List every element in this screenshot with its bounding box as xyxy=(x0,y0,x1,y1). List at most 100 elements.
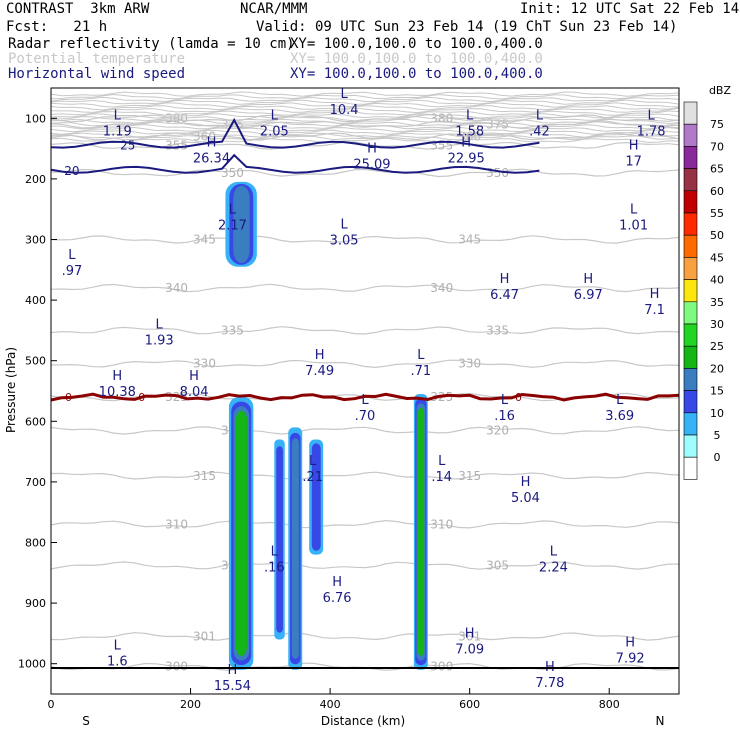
y-axis-label: Pressure (hPa) xyxy=(4,347,18,433)
colorbar-swatch xyxy=(683,234,698,258)
theta-contour-label: 330 xyxy=(458,357,481,371)
extremum-value: 15.54 xyxy=(214,679,251,694)
theta-contour-line xyxy=(50,132,680,141)
extremum-value: .42 xyxy=(529,124,550,139)
colorbar-label: 55 xyxy=(710,207,724,220)
theta-contour-line xyxy=(51,124,680,130)
extremum-value: 1.6 xyxy=(107,655,128,670)
theta-contour-label: 340 xyxy=(165,281,188,295)
colorbar-swatch xyxy=(683,190,698,214)
extremum-value: 1.58 xyxy=(455,124,484,139)
extremum-value: 6.97 xyxy=(574,288,603,303)
reflectivity-cell xyxy=(311,443,321,551)
extremum-value: .70 xyxy=(355,409,376,424)
reflectivity-cell xyxy=(233,185,250,263)
colorbar-label: 10 xyxy=(710,407,724,420)
theta-contour-label: 345 xyxy=(193,233,216,247)
colorbar-label: 40 xyxy=(710,274,724,287)
extremum-value: .71 xyxy=(410,364,431,379)
theta-contour-label: 355 xyxy=(165,139,188,153)
theta-contour-label: 330 xyxy=(193,357,216,371)
extremum-value: 7.09 xyxy=(455,643,484,658)
x-tick-label: 400 xyxy=(320,698,341,711)
extremum-type: L xyxy=(309,454,317,469)
extremum-value: 1.01 xyxy=(619,218,648,233)
theta-contour-label: 350 xyxy=(221,166,244,180)
valid-time: Valid: 09 UTC Sun 23 Feb 14 (19 ChT Sun … xyxy=(256,19,678,35)
theta-contour-line xyxy=(50,99,680,105)
colorbar-swatch xyxy=(683,301,698,325)
theta-contour-label: 301 xyxy=(193,629,216,643)
colorbar-label: 45 xyxy=(710,251,724,264)
colorbar-label: 0 xyxy=(714,451,721,464)
forecast-hour: Fcst: 21 h xyxy=(6,19,108,35)
extremum-type: H xyxy=(650,287,660,302)
extremum-value: 7.1 xyxy=(644,303,665,318)
extremum-type: L xyxy=(630,202,638,217)
extremum-value: 3.05 xyxy=(330,233,359,248)
theta-contour-line xyxy=(50,118,680,125)
theta-contour-line xyxy=(50,105,680,111)
theta-contour-label: 305 xyxy=(486,559,509,573)
reflectivity-cell xyxy=(417,407,425,656)
theta-contour-label: 355 xyxy=(430,139,453,153)
wind-contour-label: 25 xyxy=(120,139,135,153)
x-tick-label: 600 xyxy=(459,698,480,711)
colorbar-swatch xyxy=(683,212,698,236)
theta-contour-line xyxy=(50,134,680,141)
reflectivity-columns xyxy=(225,181,428,670)
colorbar-swatch xyxy=(683,257,698,280)
extremum-value: 3.69 xyxy=(605,409,634,424)
theta-contour-line xyxy=(50,471,680,481)
colorbar-label: 15 xyxy=(710,385,724,398)
x-axis-label: Distance (km) xyxy=(321,714,405,728)
extremum-type: L xyxy=(68,248,76,263)
extremum-type: H xyxy=(367,142,377,157)
center-title: NCAR/MMM xyxy=(240,1,308,17)
extremum-type: L xyxy=(361,393,369,408)
extremum-value: 2.24 xyxy=(539,561,568,576)
wind-contour-line xyxy=(50,153,540,174)
colorbar-swatch xyxy=(683,390,698,414)
colorbar-label: 20 xyxy=(710,362,724,375)
extremum-value: .14 xyxy=(431,470,452,485)
y-tick-label: 300 xyxy=(25,234,46,247)
extremum-type: L xyxy=(156,317,164,332)
y-tick-label: 1000 xyxy=(18,658,46,671)
extremum-value: 7.92 xyxy=(616,652,645,667)
extremum-value: 5.04 xyxy=(511,491,540,506)
theta-contour-label: 340 xyxy=(430,281,453,295)
extremum-type: H xyxy=(461,136,471,151)
extremum-type: L xyxy=(229,202,237,217)
colorbar-label: 35 xyxy=(710,296,724,309)
extremum-type: L xyxy=(501,393,509,408)
theta-contour-label: 335 xyxy=(486,323,509,337)
freezing-level-label: 0 xyxy=(65,391,72,404)
theta-contour-line xyxy=(50,141,680,150)
extremum-type: H xyxy=(207,136,217,151)
extremum-type: L xyxy=(114,108,122,123)
reflectivity-cell xyxy=(276,446,283,633)
extremum-type: H xyxy=(332,575,342,590)
colorbar-label: 25 xyxy=(710,340,724,353)
y-tick-label: 200 xyxy=(25,173,46,186)
theta-contours: 3003003013013053053103103153153203203253… xyxy=(50,91,680,674)
theta-contour-line xyxy=(50,121,680,127)
extremum-value: 2.05 xyxy=(260,124,289,139)
endpoint-south: S xyxy=(82,714,90,728)
y-tick-label: 500 xyxy=(25,355,46,368)
colorbar-swatch xyxy=(683,168,698,192)
colorbar-swatch xyxy=(683,101,698,125)
extremum-type: H xyxy=(521,475,531,490)
y-tick-label: 700 xyxy=(25,476,46,489)
x-tick-label: 800 xyxy=(599,698,620,711)
colorbar-swatch xyxy=(683,368,698,391)
y-tick-label: 800 xyxy=(25,537,46,550)
reflectivity-cell xyxy=(235,410,248,656)
extremum-type: L xyxy=(417,348,425,363)
x-tick-label: 200 xyxy=(180,698,201,711)
colorbar-swatch xyxy=(683,434,698,458)
colorbar-label: 70 xyxy=(710,140,724,153)
theta-contour-label: 310 xyxy=(430,517,453,531)
